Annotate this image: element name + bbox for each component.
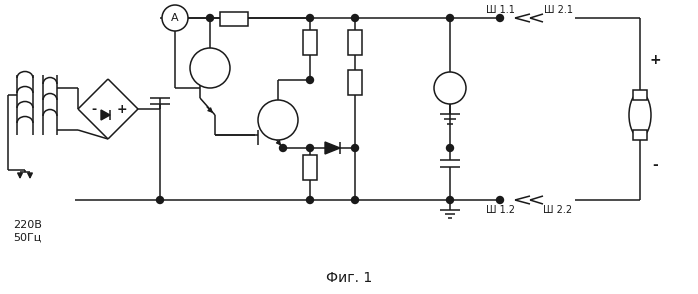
Circle shape <box>434 72 466 104</box>
Circle shape <box>156 196 163 203</box>
Text: 50Гц: 50Гц <box>13 233 41 243</box>
Circle shape <box>207 14 214 21</box>
Circle shape <box>306 14 313 21</box>
Text: Фиг. 1: Фиг. 1 <box>326 271 372 285</box>
Circle shape <box>496 196 503 203</box>
Text: Ш 1.2: Ш 1.2 <box>486 205 514 215</box>
Bar <box>348 70 362 95</box>
Bar <box>303 155 317 180</box>
Circle shape <box>162 5 188 31</box>
Text: Ш 1.1: Ш 1.1 <box>486 5 514 15</box>
Circle shape <box>306 76 313 83</box>
Circle shape <box>279 144 286 151</box>
Text: -: - <box>91 103 96 116</box>
Text: +: + <box>649 53 661 67</box>
Circle shape <box>306 196 313 203</box>
Polygon shape <box>101 110 110 120</box>
Circle shape <box>190 48 230 88</box>
Bar <box>303 30 317 55</box>
Circle shape <box>447 14 454 21</box>
Text: Ш 2.2: Ш 2.2 <box>544 205 572 215</box>
Text: +: + <box>117 103 127 116</box>
Bar <box>348 30 362 55</box>
Circle shape <box>258 100 298 140</box>
Circle shape <box>447 196 454 203</box>
Bar <box>633 90 647 100</box>
Circle shape <box>496 14 503 21</box>
Bar <box>633 130 647 140</box>
Bar <box>220 12 248 26</box>
Ellipse shape <box>629 93 651 138</box>
Text: 220В: 220В <box>13 220 42 230</box>
Text: -: - <box>652 158 658 172</box>
Circle shape <box>352 196 359 203</box>
Text: Ш 2.1: Ш 2.1 <box>544 5 572 15</box>
Circle shape <box>306 144 313 151</box>
Circle shape <box>447 144 454 151</box>
Circle shape <box>352 14 359 21</box>
Text: A: A <box>171 13 179 23</box>
Polygon shape <box>325 142 340 154</box>
Circle shape <box>352 144 359 151</box>
